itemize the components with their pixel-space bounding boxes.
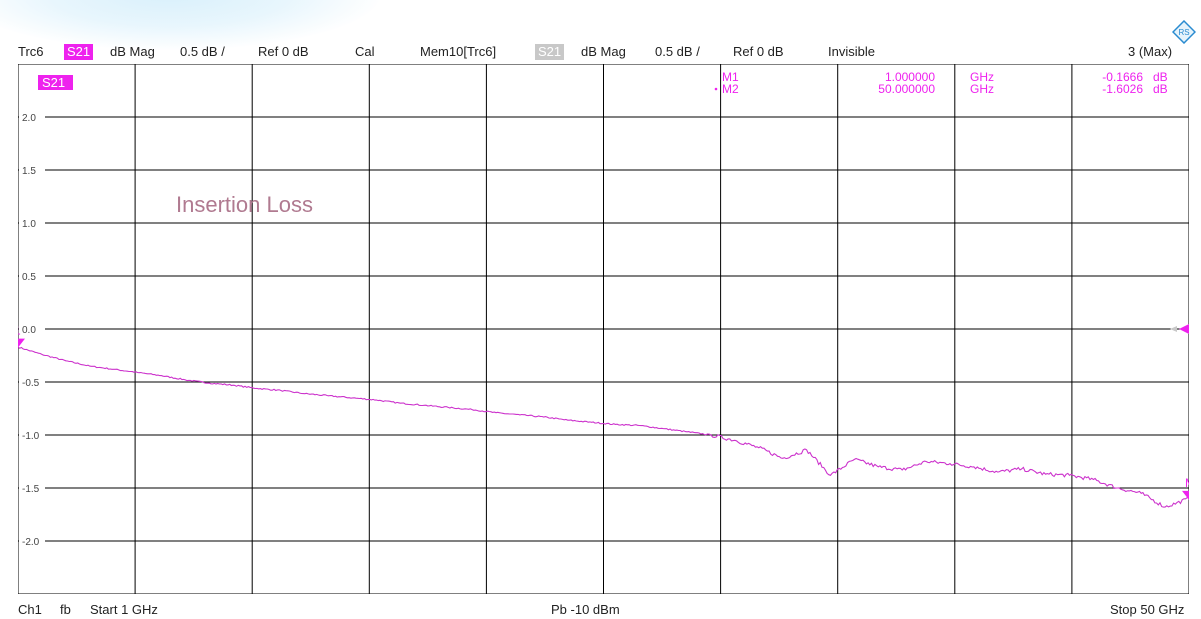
trace-tag[interactable]: S21 bbox=[38, 75, 73, 90]
y-tick-label: 0.0 bbox=[22, 325, 36, 336]
y-tick-label-bg bbox=[19, 111, 45, 123]
marker-overlays: M1 M2 bbox=[18, 324, 1189, 500]
insertion-loss-chart[interactable]: 2.0 1.5 1.0 0.5 0.0 -0.5 -1.0 -1.5 -2.0 S21 Inse… bbox=[18, 64, 1189, 594]
s21-trace-line bbox=[18, 346, 1189, 508]
marker-triangle-icon bbox=[1182, 490, 1189, 500]
footer-sweep: fb bbox=[60, 602, 71, 617]
marker-value: -1.6026 bbox=[1102, 82, 1143, 96]
marker-label: M2 bbox=[1185, 476, 1189, 490]
mem-visibility: Invisible bbox=[828, 44, 875, 59]
marker-freq: 1.000000 bbox=[885, 70, 935, 84]
marker-table: M1 1.000000 GHz -0.1666 dB M2 50.000000 GHz -1.6… bbox=[714, 70, 1168, 96]
y-tick-label-bg bbox=[19, 376, 45, 388]
trace-tag-badge bbox=[38, 75, 73, 90]
y-tick-label-bg bbox=[19, 323, 45, 335]
mem-ref[interactable]: Ref 0 dB bbox=[733, 44, 784, 59]
marker-triangle-icon bbox=[18, 338, 25, 348]
footer-channel: Ch1 bbox=[18, 602, 42, 617]
y-tick-label-bg bbox=[19, 270, 45, 282]
annotation-label: Insertion Loss bbox=[176, 192, 313, 217]
y-tick-label-bg bbox=[19, 217, 45, 229]
footer-power[interactable]: Pb -10 dBm bbox=[551, 602, 620, 617]
footer-start-freq[interactable]: Start 1 GHz bbox=[90, 602, 158, 617]
trace-scale[interactable]: 0.5 dB / bbox=[180, 44, 225, 59]
trace-ref[interactable]: Ref 0 dB bbox=[258, 44, 309, 59]
y-tick-label: 0.5 bbox=[22, 272, 36, 283]
y-tick-label-bg bbox=[19, 429, 45, 441]
rohde-schwarz-logo-icon: RS bbox=[1172, 20, 1196, 44]
footer-stop-freq[interactable]: Stop 50 GHz bbox=[1110, 602, 1185, 617]
y-tick-label: 2.0 bbox=[22, 113, 36, 124]
marker-freq-unit: GHz bbox=[970, 70, 994, 84]
y-tick-labels: 2.0 1.5 1.0 0.5 0.0 -0.5 -1.0 -1.5 -2.0 bbox=[19, 111, 45, 548]
mem-ref-arrow-icon bbox=[1170, 326, 1177, 332]
marker-freq-unit: GHz bbox=[970, 82, 994, 96]
mem-param-badge[interactable]: S21 bbox=[535, 44, 565, 60]
marker-value: -0.1666 bbox=[1102, 70, 1143, 84]
trace-header: Trc6 S21 dB Mag 0.5 dB / Ref 0 dB Cal Me… bbox=[0, 43, 1201, 61]
marker-name: M2 bbox=[722, 82, 739, 96]
trace-cal-status: Cal bbox=[355, 44, 375, 59]
marker-label: M1 bbox=[18, 324, 21, 338]
mem-trace-name[interactable]: Mem10[Trc6] bbox=[420, 44, 497, 59]
y-tick-label: -0.5 bbox=[22, 378, 40, 389]
marker-value-unit: dB bbox=[1153, 82, 1168, 96]
plot-grid bbox=[18, 64, 1189, 594]
y-tick-label: -1.5 bbox=[22, 484, 40, 495]
ref-level-arrow-icon[interactable] bbox=[1179, 324, 1189, 334]
trace-tag-label: S21 bbox=[42, 75, 65, 90]
y-tick-label-bg bbox=[19, 164, 45, 176]
trace-param-badge[interactable]: S21 bbox=[64, 44, 94, 60]
svg-text:RS: RS bbox=[1178, 28, 1189, 37]
marker-freq: 50.000000 bbox=[878, 82, 935, 96]
trace-format[interactable]: dB Mag bbox=[110, 44, 155, 59]
y-tick-label: 1.0 bbox=[22, 219, 36, 230]
y-tick-label: 1.5 bbox=[22, 166, 36, 177]
mem-format[interactable]: dB Mag bbox=[581, 44, 626, 59]
y-tick-label: -1.0 bbox=[22, 431, 40, 442]
trace-name[interactable]: Trc6 bbox=[18, 44, 44, 59]
y-tick-label: -2.0 bbox=[22, 537, 40, 548]
marker-name: M1 bbox=[722, 70, 739, 84]
mem-scale[interactable]: 0.5 dB / bbox=[655, 44, 700, 59]
y-tick-label-bg bbox=[19, 535, 45, 547]
y-tick-label-bg bbox=[19, 482, 45, 494]
marker-value-unit: dB bbox=[1153, 70, 1168, 84]
max-indicator: 3 (Max) bbox=[1128, 44, 1173, 59]
active-marker-dot-icon bbox=[714, 87, 718, 91]
